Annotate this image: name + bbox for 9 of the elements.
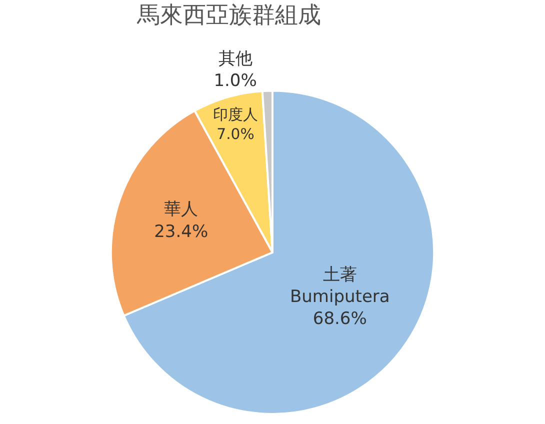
data-label: 1.0% [214, 70, 257, 91]
chart-title: 馬來西亞族群組成 [136, 2, 321, 28]
slice-label: 其他 [218, 48, 252, 69]
data-label: 23.4% [154, 222, 208, 242]
slice-label: 印度人 [212, 106, 258, 124]
data-label: 7.0% [216, 125, 254, 144]
data-label: 68.6% [312, 309, 367, 330]
slice-label: 土著 Bumiputera [290, 264, 390, 307]
slice-label: 華人 [164, 200, 198, 220]
